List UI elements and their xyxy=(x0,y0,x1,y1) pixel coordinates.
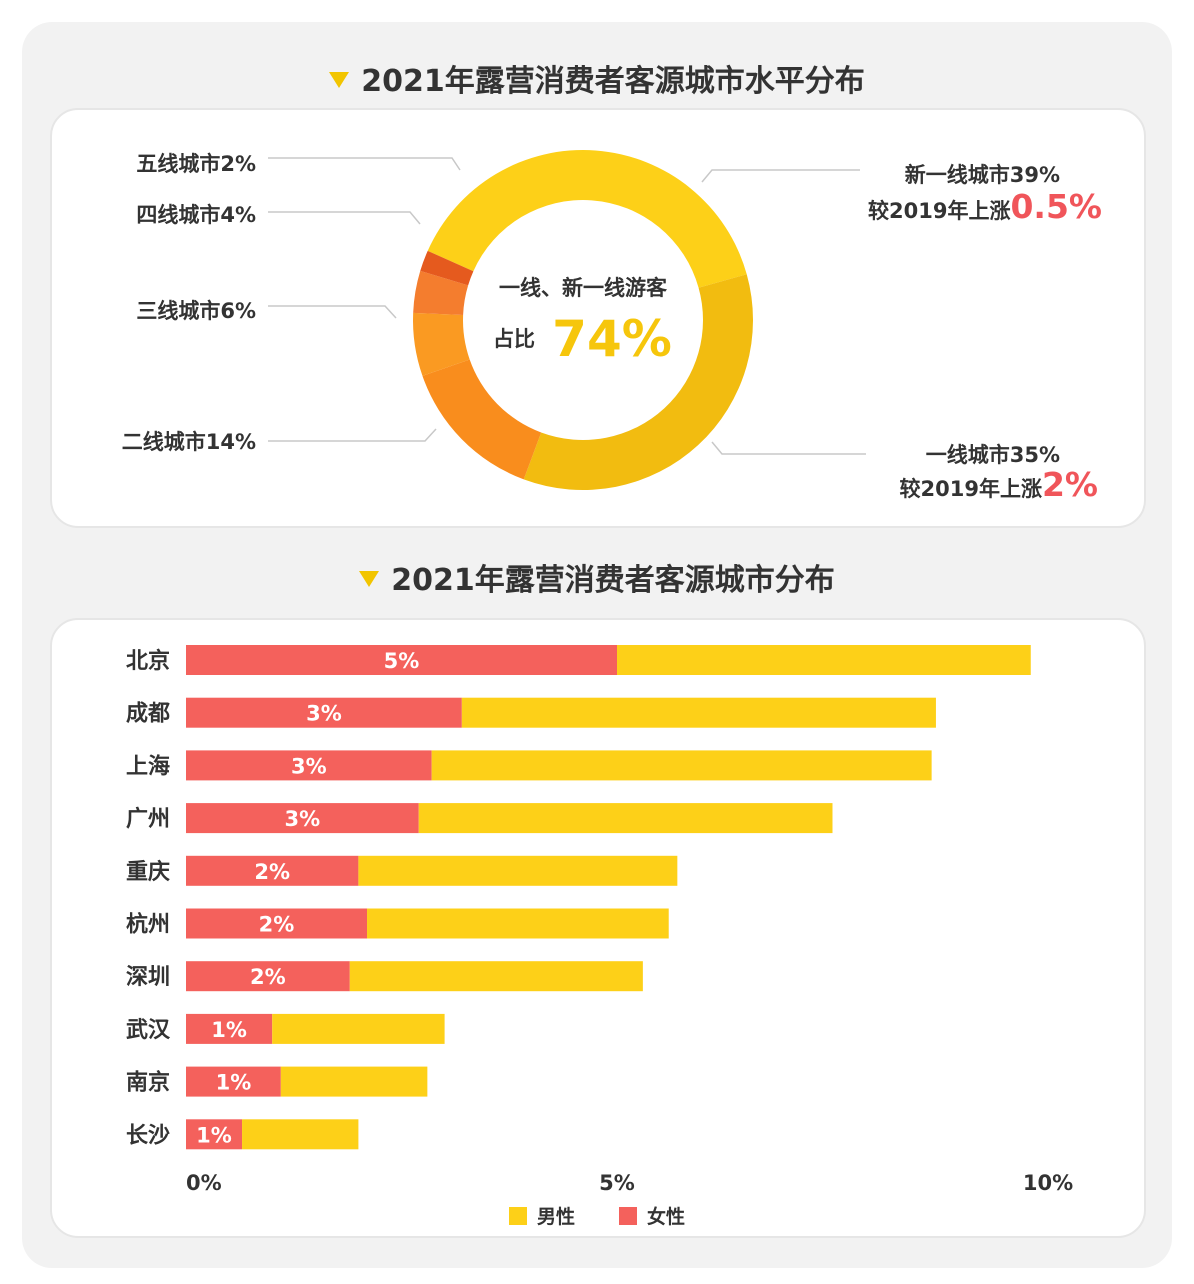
label-new-tier1-change: 较2019年上涨0.5% xyxy=(868,187,1102,226)
donut-center-value: 74% xyxy=(552,310,672,368)
new-tier1-change-prefix: 较2019年上涨 xyxy=(868,199,1010,223)
leader-line-tier3 xyxy=(268,305,397,319)
leader-line-tier2 xyxy=(268,428,437,442)
donut-slice-tier4 xyxy=(413,270,469,315)
donut-slice-tier5 xyxy=(420,250,474,286)
bar-panel xyxy=(50,618,1146,1238)
legend-female-label: 女性 xyxy=(647,1206,686,1228)
label-tier1-change: 较2019年上涨2% xyxy=(900,465,1098,504)
triangle-icon xyxy=(359,571,380,587)
legend-female-swatch xyxy=(619,1206,637,1225)
bar-legend: 男性 女性 xyxy=(0,1202,1194,1229)
legend-female: 女性 xyxy=(619,1202,685,1229)
bar-section-title: 2021年露营消费者客源城市分布 xyxy=(0,555,1194,599)
label-new-tier1: 新一线城市39% xyxy=(905,163,1060,187)
tier1-change-value: 2% xyxy=(1042,465,1098,504)
label-tier1: 一线城市35% xyxy=(926,443,1060,467)
donut-slice-tier2 xyxy=(422,359,542,480)
donut-center-line1: 一线、新一线游客 xyxy=(499,276,668,300)
donut-center-prefix: 占比 xyxy=(493,327,535,351)
donut-slice-tier3 xyxy=(412,312,470,376)
leader-line-tier4 xyxy=(268,211,421,225)
leader-line-tier5 xyxy=(268,157,461,171)
legend-male-swatch xyxy=(508,1206,527,1225)
legend-male-label: 男性 xyxy=(536,1206,575,1228)
label-tier4: 四线城市4% xyxy=(136,203,256,227)
donut-chart: 五线城市2% 四线城市4% 三线城市6% 二线城市14% 新一线城市39% 较2… xyxy=(122,150,1102,504)
donut-slice-tier1 xyxy=(523,274,753,491)
bar-title: 2021年露营消费者客源城市分布 xyxy=(391,563,835,598)
label-tier5: 五线城市2% xyxy=(136,152,256,176)
tier1-change-prefix: 较2019年上涨 xyxy=(900,477,1042,501)
leader-line-tier1 xyxy=(711,441,866,455)
label-tier2: 二线城市14% xyxy=(122,430,256,454)
new-tier1-change-value: 0.5% xyxy=(1010,187,1102,226)
donut-title: 2021年露营消费者客源城市水平分布 xyxy=(361,64,865,99)
label-tier3: 三线城市6% xyxy=(136,299,256,323)
donut-slice-new-tier1 xyxy=(427,150,747,288)
legend-male: 男性 xyxy=(508,1202,575,1229)
donut-section-title: 2021年露营消费者客源城市水平分布 xyxy=(0,56,1194,100)
triangle-icon xyxy=(329,72,350,88)
leader-line-new-tier1 xyxy=(701,169,860,183)
